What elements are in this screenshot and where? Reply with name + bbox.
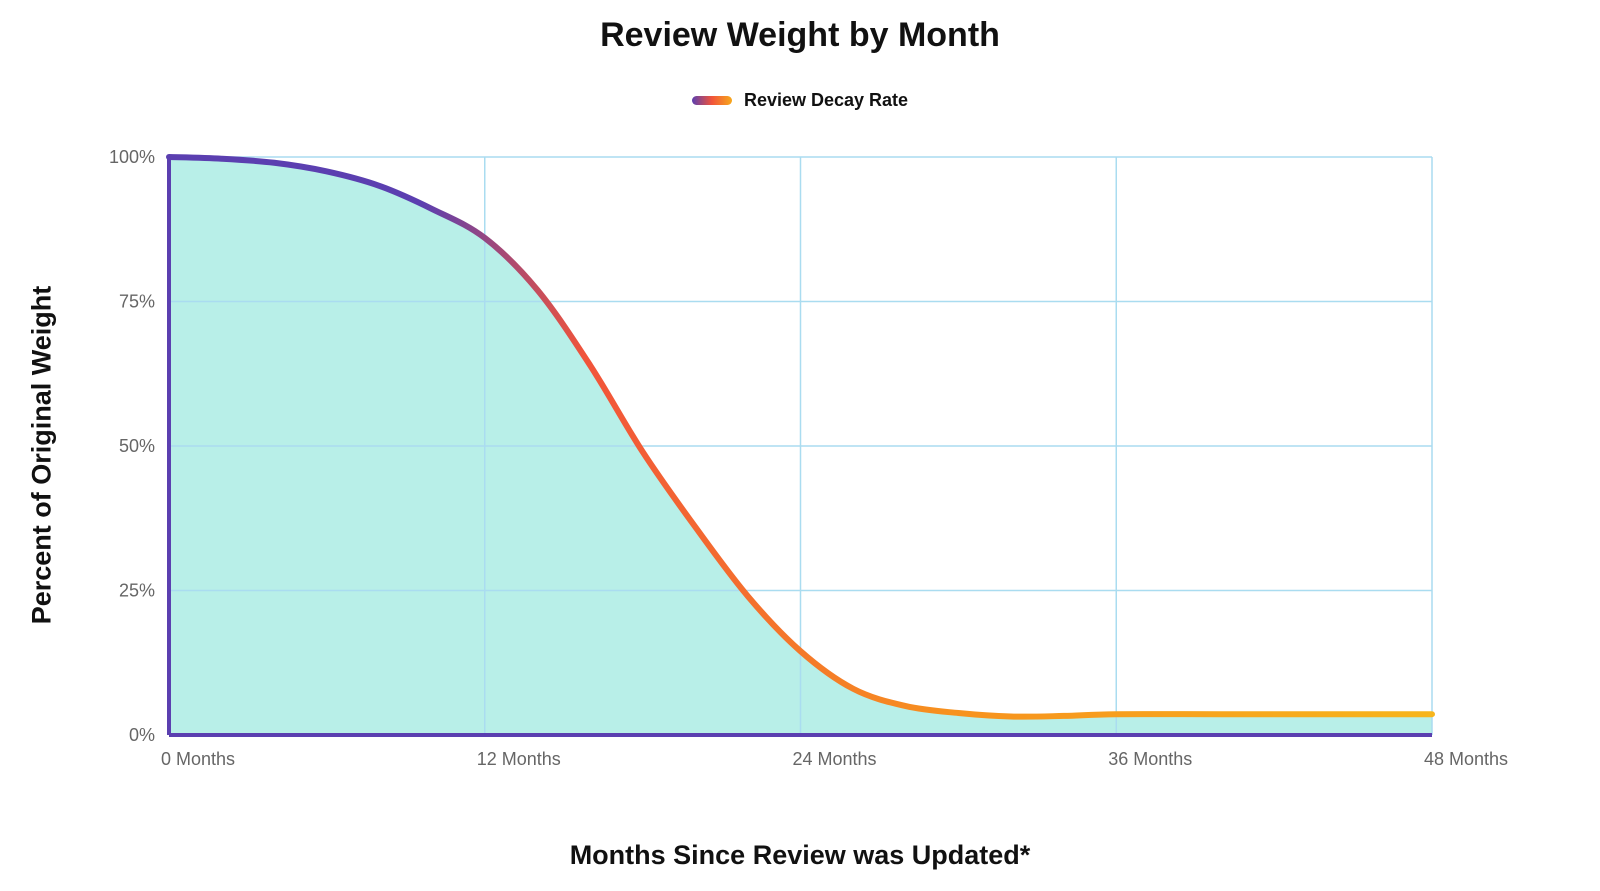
- y-tick-label: 0%: [129, 725, 155, 745]
- x-tick-label: 36 Months: [1108, 749, 1192, 769]
- x-tick-label: 0 Months: [161, 749, 235, 769]
- x-tick-label: 24 Months: [793, 749, 877, 769]
- x-tick-label: 48 Months: [1424, 749, 1508, 769]
- x-axis-label: Months Since Review was Updated*: [569, 840, 1031, 870]
- series-line: [166, 154, 1435, 720]
- legend: Review Decay Rate: [0, 90, 1600, 111]
- legend-label: Review Decay Rate: [743, 90, 909, 110]
- x-tick-label: 12 Months: [477, 749, 561, 769]
- y-tick-label: 50%: [119, 436, 155, 456]
- y-tick-label: 25%: [119, 581, 155, 601]
- chart-title: Review Weight by Month: [600, 16, 1000, 54]
- y-tick-label: 100%: [109, 147, 155, 167]
- y-tick-label: 75%: [119, 292, 155, 312]
- legend-swatch: [691, 96, 732, 105]
